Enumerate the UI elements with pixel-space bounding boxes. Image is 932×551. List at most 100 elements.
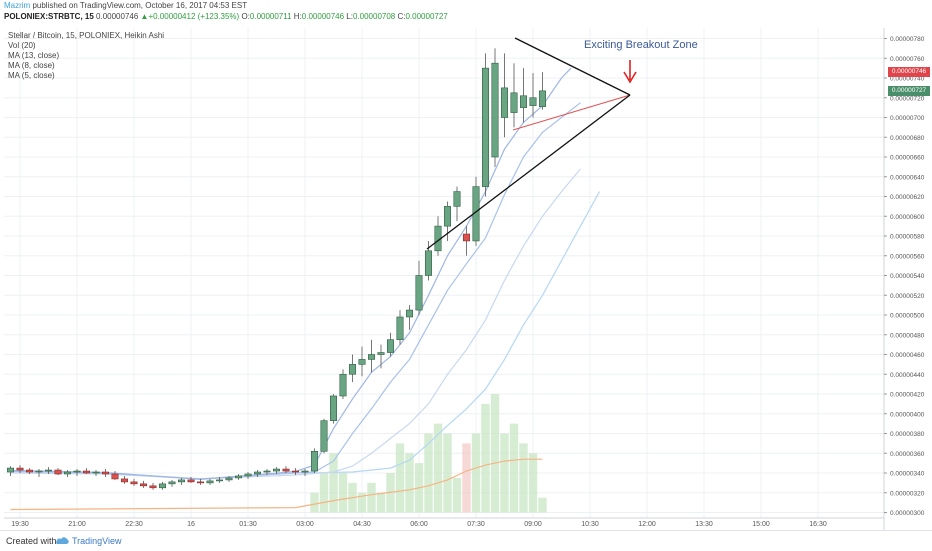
volume-bar — [481, 403, 490, 513]
time-axis-label: 22:30 — [125, 521, 143, 528]
study-ma13[interactable]: MA (13, close) — [8, 51, 60, 60]
candle-body — [320, 420, 328, 452]
price-axis-label: 0.00000440 — [890, 372, 925, 379]
ma-long-line — [295, 191, 601, 474]
candle-body — [121, 478, 129, 483]
time-axis-label: 19:30 — [11, 521, 29, 528]
volume-bar — [395, 443, 405, 513]
candle — [140, 480, 148, 488]
arrow-head — [623, 71, 637, 84]
tradingview-brand[interactable]: TradingView — [72, 536, 122, 546]
candle — [462, 226, 470, 256]
candle — [415, 260, 423, 315]
triangle-upper-line — [514, 37, 631, 96]
candle — [358, 346, 366, 377]
candle — [73, 469, 81, 476]
candle-body — [102, 471, 110, 475]
price-axis-label: 0.00000400 — [890, 411, 925, 418]
volume-bar — [329, 453, 338, 513]
candle — [529, 73, 537, 118]
candle-body — [54, 469, 62, 475]
volume-bar — [443, 433, 452, 513]
study-ma8[interactable]: MA (8, close) — [8, 61, 55, 70]
candle — [35, 469, 43, 477]
price-axis-label: 0.00000540 — [890, 273, 925, 280]
price-axis-label: 0.00000380 — [890, 431, 925, 438]
candle-body — [301, 470, 309, 473]
candle-body — [244, 473, 252, 477]
candle — [197, 478, 205, 485]
candle — [130, 478, 138, 486]
candle — [121, 475, 129, 484]
candle-body — [424, 250, 432, 276]
time-axis-label: 10:30 — [581, 521, 599, 528]
volume-bar — [338, 473, 348, 513]
candle-body — [538, 90, 546, 107]
candle — [187, 476, 195, 483]
symbol-line: POLONIEX:STRBTC, 15 0.00000746 ▲+0.00000… — [4, 12, 448, 21]
candle-body — [35, 470, 43, 473]
volume-bar — [538, 497, 547, 513]
candle-body — [216, 479, 224, 482]
candle — [367, 339, 375, 373]
candle — [64, 470, 72, 477]
volume-bar — [452, 477, 462, 513]
candle — [301, 469, 309, 476]
candle-body — [481, 67, 489, 187]
price-chart[interactable]: 0.00000780 0.00000760 0.00000740 0.00000720… — [0, 0, 932, 530]
time-axis-label: 01:30 — [239, 521, 257, 528]
candle-body — [197, 481, 205, 484]
high-label: H: — [293, 12, 302, 21]
price-axis-label: 0.00000780 — [890, 36, 925, 43]
candle-body — [73, 470, 81, 473]
candle-body — [235, 475, 243, 479]
tradingview-logo-icon[interactable] — [54, 534, 70, 548]
study-main-series[interactable]: Stellar / Bitcoin, 15, POLONIEX, Heikin … — [8, 31, 165, 40]
volume-bar — [471, 433, 481, 513]
ma13-line — [10, 168, 581, 480]
price-trend-line — [512, 94, 631, 131]
candle-body — [140, 483, 148, 487]
candle — [348, 354, 356, 383]
volume-bar — [462, 443, 471, 513]
price-axis-label: 0.00000760 — [890, 56, 925, 63]
up-arrow-icon: ▲ — [140, 12, 149, 21]
candle-body — [25, 469, 33, 473]
breakout-annotation: Exciting Breakout Zone — [584, 39, 698, 51]
candle — [149, 482, 157, 490]
candle — [54, 468, 62, 475]
volume-bar — [310, 492, 319, 513]
time-axis-label: 06:00 — [410, 521, 428, 528]
price-axis-label: 0.00000600 — [890, 214, 925, 221]
volume-ma-line — [10, 458, 543, 511]
open-label: O: — [241, 12, 250, 21]
price-axis-label: 0.00000340 — [890, 471, 925, 478]
candle — [168, 479, 176, 487]
volume-bar — [357, 492, 367, 513]
last-price-tag: 0.00000746 — [888, 67, 930, 77]
candle — [538, 72, 546, 110]
candle — [310, 448, 318, 473]
price-axis-label: 0.00000480 — [890, 332, 925, 339]
candle — [178, 477, 186, 485]
candle — [377, 344, 385, 369]
candle-body — [491, 62, 499, 158]
study-volume[interactable]: Vol (20) — [8, 41, 36, 50]
study-ma5[interactable]: MA (5, close) — [8, 71, 55, 80]
candle — [254, 470, 262, 477]
candle-body — [92, 471, 100, 474]
candle-body — [178, 479, 186, 483]
candle — [510, 63, 518, 128]
time-axis-label: 07:30 — [467, 521, 485, 528]
candle-body — [348, 364, 356, 375]
price-axis-label: 0.00000720 — [890, 95, 925, 102]
candle — [206, 478, 214, 485]
open-value: 0.00000711 — [249, 12, 292, 21]
price-axis-label: 0.00000620 — [890, 194, 925, 201]
candle-body — [405, 309, 413, 318]
time-axis-label: 09:00 — [524, 521, 542, 528]
price-axis-label: 0.00000560 — [890, 253, 925, 260]
price-axis-label: 0.00000740 — [890, 76, 925, 83]
time-axis-label: 12:00 — [638, 521, 656, 528]
author-link[interactable]: Mazrim — [4, 1, 31, 10]
